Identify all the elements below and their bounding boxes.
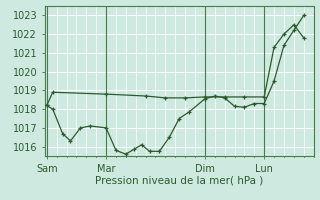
- X-axis label: Pression niveau de la mer( hPa ): Pression niveau de la mer( hPa ): [95, 175, 263, 185]
